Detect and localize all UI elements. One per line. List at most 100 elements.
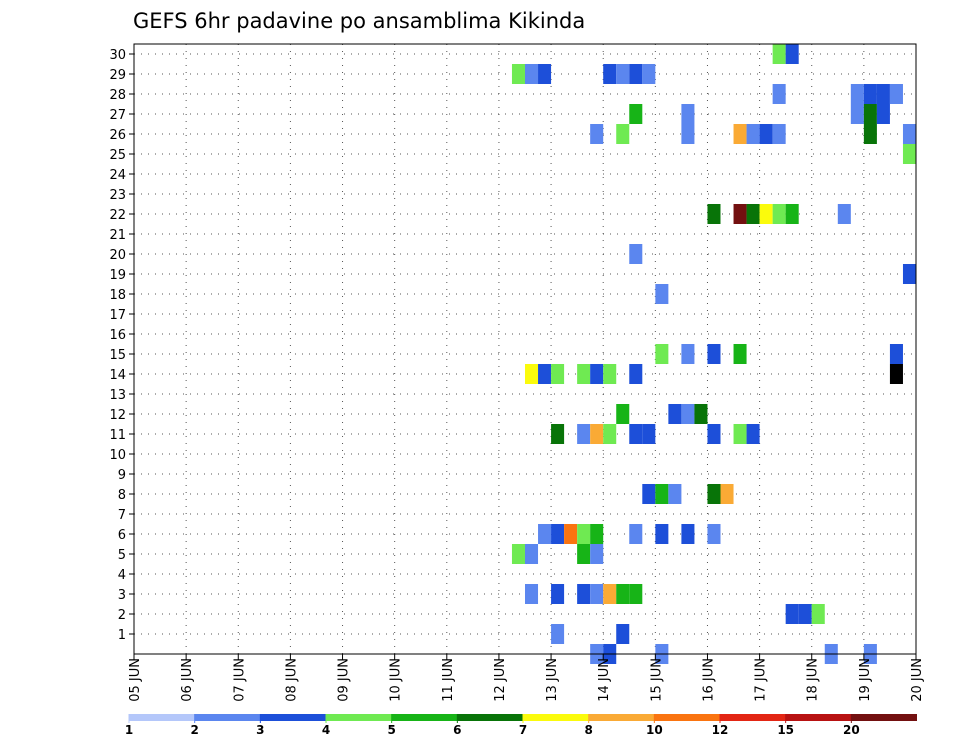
- heatmap-cell: [629, 584, 643, 604]
- heatmap-cell: [785, 204, 799, 224]
- heatmap-cell: [746, 124, 760, 144]
- heatmap-cell: [655, 524, 669, 544]
- y-tick-label: 20: [109, 248, 126, 263]
- y-tick-label: 26: [109, 128, 126, 143]
- heatmap-cell: [629, 424, 643, 444]
- legend-swatch: [654, 714, 720, 721]
- legend-swatch: [194, 714, 261, 721]
- y-axis: 1234567891011121314151617181920212223242…: [109, 48, 134, 643]
- y-tick-label: 23: [109, 188, 126, 203]
- y-tick-label: 3: [118, 588, 126, 603]
- plot-frame: [133, 43, 917, 655]
- heatmap-cell: [837, 204, 851, 224]
- heatmap-cell: [863, 124, 877, 144]
- color-legend: 1 2 3 4 5 6 7 8 10 12 15 20: [125, 714, 917, 737]
- heatmap-cell: [642, 484, 656, 504]
- heatmap-cell: [772, 204, 786, 224]
- y-tick-label: 8: [118, 488, 126, 503]
- heatmap-cell: [538, 64, 552, 84]
- legend-tick-label: 6: [453, 723, 461, 737]
- heatmap-cell: [876, 104, 890, 124]
- x-tick-label: 19 JUN: [858, 658, 873, 702]
- x-tick-label: 05 JUN: [128, 658, 143, 702]
- y-tick-label: 18: [109, 288, 126, 303]
- heatmap-cell: [772, 84, 786, 104]
- heatmap-cell: [785, 44, 799, 64]
- legend-swatch: [851, 714, 917, 721]
- heatmap-cell: [889, 364, 903, 384]
- legend-swatch: [326, 714, 392, 721]
- heatmap-cell: [746, 424, 760, 444]
- legend-tick-label: 3: [256, 723, 264, 737]
- legend-swatch: [457, 714, 523, 721]
- heatmap-cell: [564, 524, 578, 544]
- y-tick-label: 22: [109, 208, 126, 223]
- y-tick-label: 30: [109, 48, 126, 63]
- heatmap-cell: [525, 584, 539, 604]
- heatmap-cell: [811, 604, 825, 624]
- legend-tick-label: 12: [712, 723, 729, 737]
- heatmap-cell: [551, 364, 565, 384]
- heatmap-cell: [889, 344, 903, 364]
- y-tick-label: 27: [109, 108, 126, 123]
- heatmap-cell: [511, 544, 525, 564]
- heatmap-cell: [577, 524, 591, 544]
- heatmap-cell: [525, 364, 539, 384]
- y-tick-label: 25: [109, 148, 126, 163]
- x-axis: 05 JUN 06 JUN 07 JUN 08 JUN 09 JUN 10 JUN 11 J…: [128, 654, 925, 702]
- heatmap-cell: [746, 204, 760, 224]
- heatmap-cell: [590, 364, 604, 384]
- x-tick-label: 12 JUN: [493, 658, 508, 702]
- heatmap-cell: [642, 64, 656, 84]
- heatmap-cell: [616, 64, 630, 84]
- heatmap-cell: [590, 584, 604, 604]
- x-tick-label: 15 JUN: [649, 658, 664, 702]
- heatmap-cell: [616, 124, 630, 144]
- legend-swatch: [720, 714, 786, 721]
- y-tick-label: 12: [109, 408, 126, 423]
- heatmap-cell: [876, 84, 890, 104]
- heatmap-cell: [889, 84, 903, 104]
- legend-tick-label: 8: [584, 723, 592, 737]
- legend-tick-label: 1: [125, 723, 133, 737]
- heatmap-cell: [603, 64, 617, 84]
- x-tick-label: 11 JUN: [441, 658, 456, 702]
- y-tick-label: 15: [109, 348, 126, 363]
- heatmap-cell: [733, 124, 747, 144]
- y-tick-label: 1: [118, 628, 126, 643]
- heatmap-cell: [525, 544, 539, 564]
- heatmap-cell: [681, 404, 695, 424]
- legend-swatch: [391, 714, 458, 721]
- heatmap-cell: [681, 104, 695, 124]
- heatmap-cell: [551, 424, 565, 444]
- legend-swatch: [785, 714, 852, 721]
- heatmap-cell: [590, 544, 604, 564]
- heatmap-cell: [551, 584, 565, 604]
- y-tick-label: 13: [109, 388, 126, 403]
- heatmap-cell: [616, 624, 630, 644]
- heatmap-cell: [694, 404, 708, 424]
- y-tick-label: 9: [118, 468, 126, 483]
- y-tick-label: 7: [118, 508, 126, 523]
- x-tick-label: 18 JUN: [806, 658, 821, 702]
- y-tick-label: 2: [118, 608, 126, 623]
- y-tick-label: 19: [109, 268, 126, 283]
- heatmap-cell: [629, 364, 643, 384]
- heatmap-cell: [603, 424, 617, 444]
- heatmap-cell: [759, 124, 773, 144]
- x-tick-label: 10 JUN: [389, 658, 404, 702]
- heatmap-cell: [629, 64, 643, 84]
- y-tick-label: 11: [109, 428, 126, 443]
- heatmap-cell: [707, 204, 721, 224]
- heatmap-cell: [798, 604, 812, 624]
- heatmap-cell: [603, 364, 617, 384]
- x-tick-label: 14 JUN: [597, 658, 612, 702]
- x-tick-label: 13 JUN: [545, 658, 560, 702]
- y-tick-label: 6: [118, 528, 126, 543]
- data-cells: [511, 44, 916, 664]
- y-tick-label: 17: [109, 308, 126, 323]
- heatmap-cell: [655, 284, 669, 304]
- heatmap-cell: [759, 204, 773, 224]
- heatmap-cell: [863, 104, 877, 124]
